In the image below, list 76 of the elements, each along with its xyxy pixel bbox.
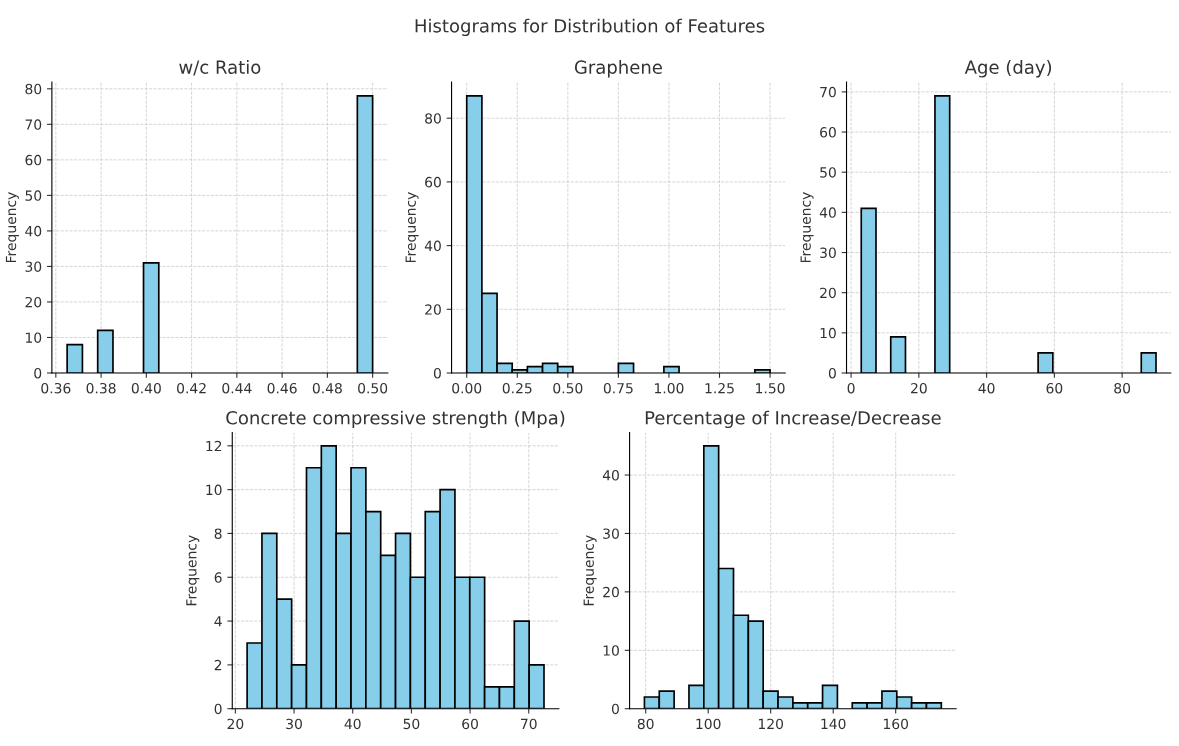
x-tick-label: 100 (696, 718, 721, 730)
x-tick-label: 0 (847, 382, 855, 394)
x-tick-label: 0.46 (267, 382, 297, 394)
y-tick-label: 20 (603, 586, 619, 598)
x-tick-label: 60 (1046, 382, 1063, 394)
x-tick-label: 0.38 (86, 382, 116, 394)
y-tick-label: 10 (603, 645, 619, 656)
x-tick-label: 120 (758, 718, 784, 730)
x-tick-label: 30 (286, 718, 302, 730)
y-tick-label: 40 (424, 240, 441, 252)
y-tick-label: 40 (602, 470, 619, 481)
chart-title: Graphene (574, 60, 662, 78)
x-tick-label: 80 (637, 718, 654, 730)
y-axis-title: Frequency (405, 192, 419, 263)
y-axis-title: Frequency (800, 192, 814, 263)
x-tick-label: 0.36 (41, 382, 71, 394)
x-tick-label: 0.44 (222, 382, 252, 394)
y-tick-label: 70 (820, 86, 836, 98)
x-tick-label: 160 (883, 718, 909, 730)
y-tick-label: 4 (214, 616, 222, 627)
y-tick-label: 80 (25, 83, 42, 95)
y-tick-label: 30 (820, 247, 836, 258)
x-tick-label: 140 (821, 718, 846, 730)
y-tick-label: 8 (214, 528, 222, 539)
y-tick-label: 0 (34, 367, 42, 379)
chart-title: Percentage of Increase/Decrease (645, 410, 941, 429)
y-tick-label: 10 (820, 327, 836, 339)
x-tick-label: 40 (344, 718, 361, 730)
x-tick-label: 0.00 (452, 382, 482, 394)
y-tick-label: 2 (214, 659, 222, 671)
y-axis-title: Frequency (186, 535, 200, 606)
chart-title: Concrete compressive strength (Mpa) (226, 410, 565, 429)
x-tick-label: 50 (403, 718, 420, 730)
y-tick-label: 60 (820, 127, 836, 138)
y-tick-label: 30 (25, 261, 42, 272)
x-tick-label: 0.48 (312, 382, 342, 394)
y-tick-label: 80 (425, 113, 441, 124)
y-tick-label: 0 (214, 703, 222, 715)
x-tick-label: 80 (1114, 382, 1131, 394)
y-axis-title: Frequency (5, 192, 19, 263)
x-tick-label: 0.75 (603, 382, 633, 394)
x-tick-label: 1.00 (655, 382, 684, 394)
y-tick-label: 12 (206, 440, 222, 452)
y-tick-label: 10 (206, 484, 222, 496)
x-tick-label: 0.50 (358, 382, 388, 394)
y-tick-label: 40 (25, 225, 42, 237)
y-tick-label: 50 (25, 190, 42, 201)
y-tick-label: 30 (603, 528, 619, 539)
x-tick-label: 0.50 (553, 382, 583, 394)
x-tick-label: 20 (911, 382, 927, 394)
chart-title: Age (day) (964, 60, 1052, 78)
y-tick-label: 10 (26, 332, 42, 343)
x-tick-label: 0.40 (131, 382, 161, 394)
y-axis-title: Frequency (583, 535, 597, 606)
x-tick-label: 1.50 (756, 382, 785, 394)
text: Histograms for Distribution of Features (415, 18, 765, 37)
x-tick-label: 0.42 (177, 382, 206, 394)
y-tick-label: 60 (25, 154, 42, 166)
y-tick-label: 20 (820, 287, 836, 299)
y-tick-label: 0 (611, 703, 619, 715)
y-tick-label: 70 (25, 119, 42, 130)
x-tick-label: 0.25 (502, 382, 532, 394)
x-tick-label: 40 (978, 382, 995, 394)
y-tick-label: 20 (25, 296, 42, 308)
chart-title: w/c Ratio (179, 60, 261, 76)
y-tick-label: 0 (828, 367, 836, 379)
x-tick-label: 60 (462, 718, 478, 730)
x-tick-label: 1.25 (705, 382, 734, 394)
y-tick-label: 50 (820, 167, 836, 178)
x-tick-label: 20 (227, 718, 244, 730)
y-tick-label: 6 (214, 572, 222, 583)
y-tick-label: 60 (425, 176, 441, 188)
x-tick-label: 70 (521, 718, 537, 730)
y-tick-label: 40 (819, 207, 836, 218)
y-tick-label: 20 (425, 304, 441, 315)
y-tick-label: 0 (433, 367, 441, 379)
